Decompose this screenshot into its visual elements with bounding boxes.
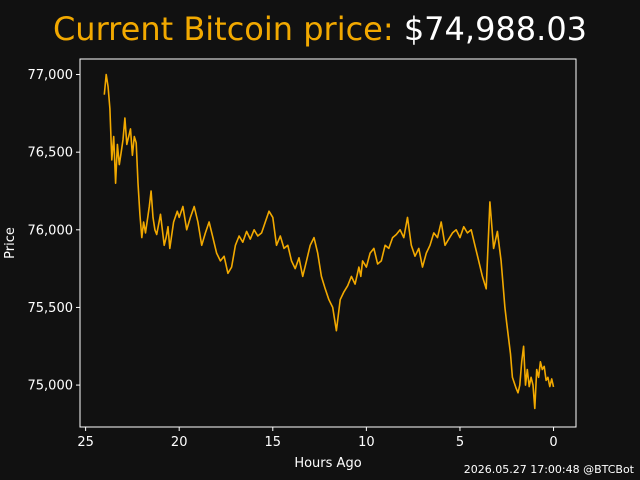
x-tick-label: 10 <box>358 435 375 450</box>
y-tick-label: 76,000 <box>28 223 74 238</box>
plot-area <box>79 58 577 428</box>
y-axis-label: Price <box>3 227 18 259</box>
y-tick: 75,000 <box>28 379 80 394</box>
x-tick: 10 <box>358 427 375 450</box>
x-tick-label: 15 <box>265 435 282 450</box>
chart-title: Current Bitcoin price: $74,988.03 <box>0 8 640 50</box>
x-tick: 0 <box>549 427 558 450</box>
x-axis-label: Hours Ago <box>294 456 361 471</box>
x-tick: 25 <box>77 427 94 450</box>
x-tick-label: 20 <box>171 435 188 450</box>
y-tick-label: 76,500 <box>28 146 74 161</box>
title-label: Current Bitcoin price: <box>52 10 394 48</box>
x-tick: 20 <box>171 427 188 450</box>
x-axis: 25 20 15 10 5 0 <box>77 427 558 450</box>
y-tick-label: 75,000 <box>28 379 74 394</box>
y-tick: 75,500 <box>28 301 80 316</box>
footer-timestamp: 2026.05.27 17:00:48 @BTCBot <box>463 463 634 476</box>
x-tick: 5 <box>456 427 464 450</box>
y-axis: 75,000 75,500 76,000 76,500 77,000 <box>28 68 80 394</box>
y-tick: 76,000 <box>28 223 80 238</box>
y-tick-label: 75,500 <box>28 301 74 316</box>
x-tick-label: 5 <box>456 435 464 450</box>
x-tick: 15 <box>265 427 282 450</box>
x-tick-label: 25 <box>77 435 94 450</box>
price-series-line <box>103 73 555 410</box>
y-tick-label: 77,000 <box>28 68 74 83</box>
y-tick: 76,500 <box>28 146 80 161</box>
current-price: $74,988.03 <box>403 10 588 48</box>
y-tick: 77,000 <box>28 68 80 83</box>
x-tick-label: 0 <box>549 435 557 450</box>
